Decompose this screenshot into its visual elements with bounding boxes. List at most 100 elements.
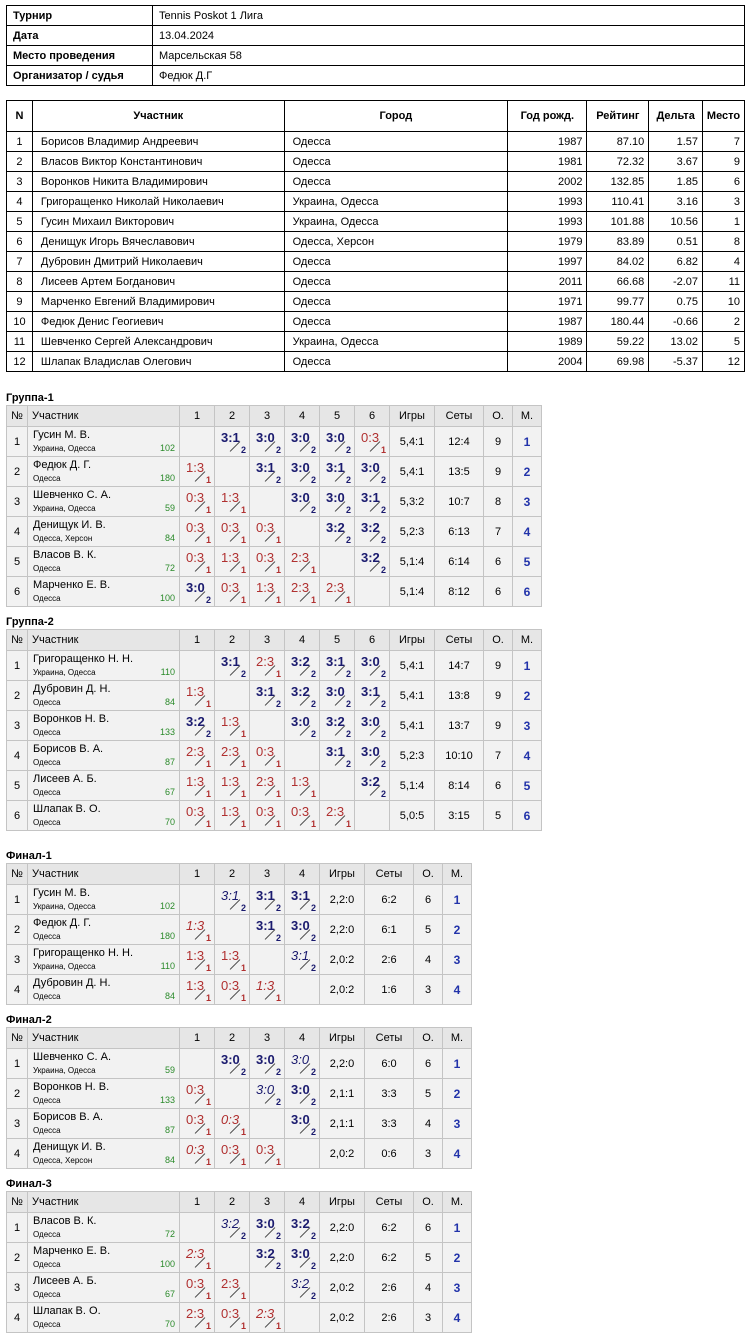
player-city: Одесса	[33, 1126, 61, 1135]
match-points: 1	[205, 1291, 211, 1301]
games-value: 2,1:1	[319, 1078, 365, 1109]
points-value: 3	[413, 1302, 443, 1333]
group-title: Группа-2	[6, 616, 54, 628]
participant-cell: 87.10	[586, 131, 650, 152]
points-value: 8	[483, 486, 513, 517]
match-score-cell: 3:0 2	[284, 1242, 320, 1273]
player-name: Денищук И. В.	[33, 1141, 106, 1153]
self-cell	[214, 1242, 250, 1273]
player-rating: 67	[164, 1289, 175, 1299]
participant-cell: 3.16	[648, 191, 704, 212]
games-value: 2,2:0	[319, 1048, 365, 1079]
points-value: 9	[483, 650, 513, 681]
match-score: 3:1	[221, 888, 240, 903]
row-number: 2	[6, 914, 28, 945]
player-cell: Борисов В. А. Одесса 87	[27, 740, 180, 771]
match-score: 3:0	[326, 430, 345, 445]
opponent-header: 5	[319, 629, 355, 651]
self-cell	[249, 486, 285, 517]
participant-cell: 1989	[507, 331, 588, 352]
match-points: 1	[205, 475, 211, 485]
num-header: №	[6, 1191, 28, 1213]
match-points: 1	[205, 759, 211, 769]
match-score: 1:3	[186, 460, 205, 475]
games-header: Игры	[319, 1191, 365, 1213]
match-score-cell: 2:3 1	[179, 1302, 215, 1333]
sets-value: 6:2	[364, 884, 414, 915]
participant-cell: 1993	[507, 211, 588, 232]
match-points: 1	[275, 535, 281, 545]
participant-row: 3 Воронков Никита Владимирович Одесса 2002 1…	[6, 171, 745, 192]
match-score: 2:3	[256, 1306, 275, 1321]
participant-cell: Украина, Одесса	[283, 331, 509, 352]
match-score: 3:0	[291, 1112, 310, 1127]
group-table: № Участник 1 2 3 4 5 6 Игры Сеты О. М. 1 Гусин М. В. У…	[6, 405, 542, 607]
participant-cell: 4	[702, 251, 745, 272]
opponent-header: 4	[284, 1191, 320, 1213]
match-score-cell: 3:2 2	[214, 1212, 250, 1243]
place-value: 1	[512, 650, 542, 681]
group-row: 2 Федюк Д. Г. Одесса 180 1:3 1 3:1 2 3:0 2 2,2:0 6:…	[6, 914, 472, 945]
match-score-cell: 0:3 1	[249, 516, 285, 547]
player-rating: 102	[159, 901, 175, 911]
match-score-cell: 1:3 1	[179, 974, 215, 1005]
match-score-cell: 1:3 1	[284, 770, 320, 801]
player-cell: Дубровин Д. Н. Одесса 84	[27, 680, 180, 711]
match-points: 2	[380, 759, 386, 769]
match-score-cell: 1:3 1	[249, 974, 285, 1005]
player-name: Шевченко С. А.	[33, 1051, 112, 1063]
participant-row: 12 Шлапак Владислав Олегович Одесса 2004 69.…	[6, 351, 745, 372]
place-value: 5	[512, 546, 542, 577]
row-number: 6	[6, 800, 28, 831]
match-score-cell: 3:1 2	[354, 680, 390, 711]
row-number: 5	[6, 770, 28, 801]
match-points: 1	[205, 1097, 211, 1107]
games-value: 5,4:1	[389, 456, 435, 487]
games-value: 5,2:3	[389, 740, 435, 771]
player-name: Григоращенко Н. Н.	[33, 653, 134, 665]
match-points: 1	[240, 993, 246, 1003]
match-points: 1	[345, 595, 351, 605]
participant-cell: 69.98	[586, 351, 650, 372]
group-row: 3 Лисеев А. Б. Одесса 67 0:3 1 2:3 1 3:2 2 2,0:2 2:…	[6, 1272, 472, 1303]
participant-cell: 66.68	[586, 271, 650, 292]
match-points: 2	[275, 1097, 281, 1107]
row-number: 3	[6, 486, 28, 517]
points-value: 5	[413, 914, 443, 945]
match-score: 3:1	[361, 684, 380, 699]
match-score: 1:3	[221, 804, 240, 819]
self-cell	[179, 884, 215, 915]
name-header: Участник	[27, 629, 180, 651]
player-city: Одесса	[33, 474, 61, 483]
match-score-cell: 2:3 1	[319, 576, 355, 607]
sets-value: 10:7	[434, 486, 484, 517]
player-city: Украина, Одесса	[33, 902, 96, 911]
match-points: 1	[205, 565, 211, 575]
sets-value: 6:0	[364, 1048, 414, 1079]
player-rating: 84	[164, 697, 175, 707]
match-score-cell: 1:3 1	[214, 486, 250, 517]
games-value: 5,2:3	[389, 516, 435, 547]
participant-cell: Шевченко Сергей Александрович	[31, 331, 285, 352]
match-points: 2	[275, 933, 281, 943]
row-number: 3	[6, 944, 28, 975]
match-score: 3:0	[326, 684, 345, 699]
match-score: 1:3	[256, 580, 275, 595]
match-points: 2	[310, 505, 316, 515]
group-row: 6 Марченко Е. В. Одесса 100 3:0 2 0:3 1 1:3 1 2:3 1…	[6, 576, 542, 607]
group-title: Группа-1	[6, 392, 54, 404]
participant-row: 10 Федюк Денис Геогиевич Одесса 1987 180.44-…	[6, 311, 745, 332]
player-name: Григоращенко Н. Н.	[33, 947, 134, 959]
match-points: 2	[275, 903, 281, 913]
row-number: 1	[6, 650, 28, 681]
match-points: 2	[240, 1231, 246, 1241]
place-header: М.	[442, 863, 472, 885]
participant-cell: 84.02	[586, 251, 650, 272]
player-name: Гусин М. В.	[33, 887, 91, 899]
self-cell	[214, 456, 250, 487]
match-score: 3:1	[256, 918, 275, 933]
match-score-cell: 1:3 1	[179, 914, 215, 945]
match-score: 3:0	[361, 744, 380, 759]
sets-value: 13:7	[434, 710, 484, 741]
match-score: 1:3	[221, 948, 240, 963]
